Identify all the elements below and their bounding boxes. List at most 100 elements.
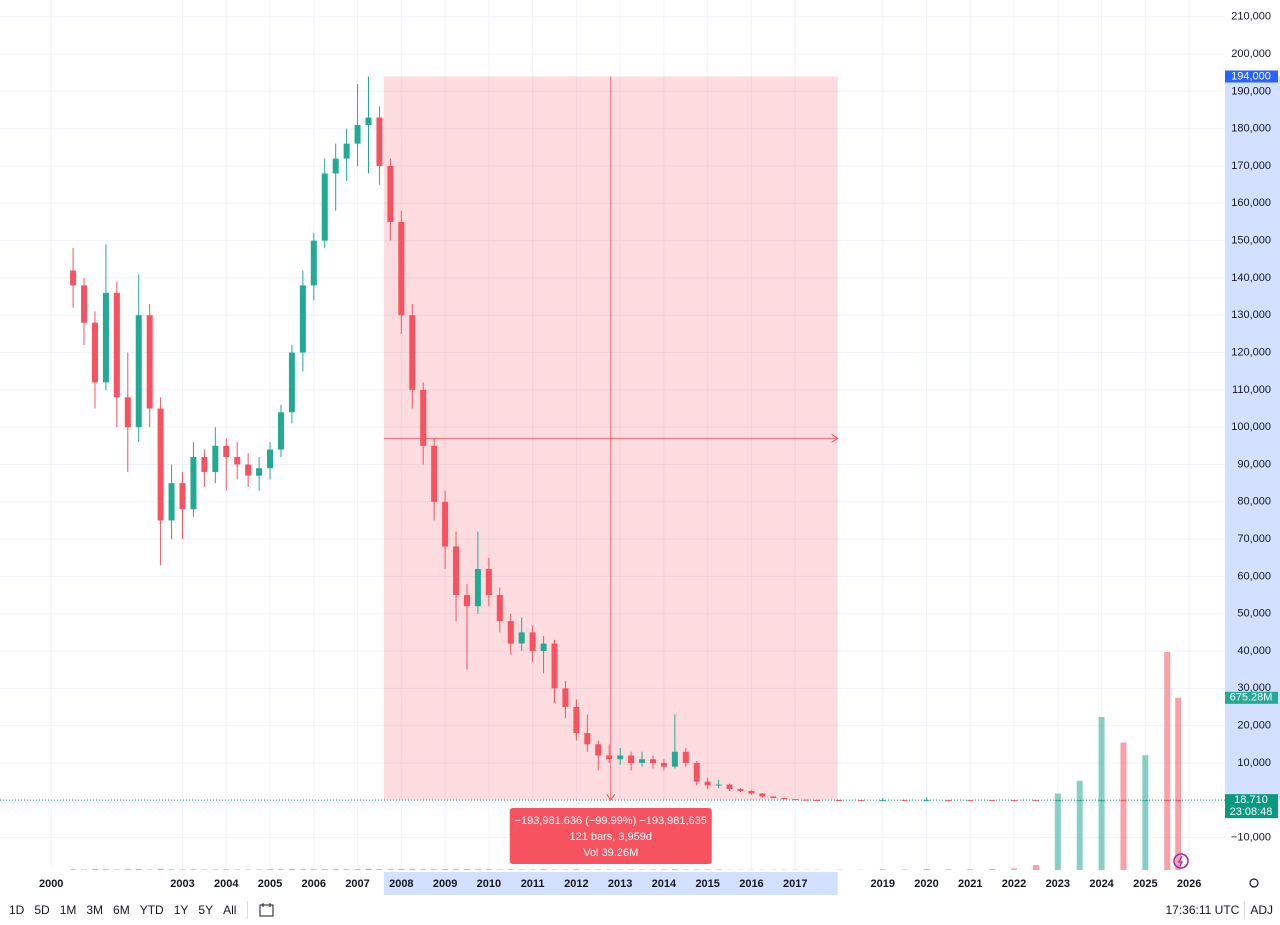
- y-tick-label: 10,000: [1237, 757, 1271, 769]
- price-countdown: 23:08:48: [1230, 806, 1273, 818]
- x-tick-label: 2019: [871, 878, 895, 890]
- volume-bar: [967, 869, 974, 870]
- x-tick-label: 2014: [652, 878, 677, 890]
- y-tick-label: 80,000: [1237, 496, 1271, 508]
- y-tick-label: 110,000: [1232, 384, 1271, 396]
- candle-body: [70, 270, 77, 286]
- y-tick-label: 210,000: [1231, 11, 1271, 23]
- volume-bar: [879, 869, 886, 870]
- volume-bar: [1098, 717, 1105, 870]
- range-button[interactable]: 3M: [86, 903, 104, 917]
- adj-button[interactable]: ADJ: [1250, 903, 1273, 917]
- candle-body: [923, 800, 930, 802]
- range-button[interactable]: 1M: [59, 903, 77, 917]
- candle-body: [420, 389, 427, 446]
- candle-body: [212, 445, 219, 472]
- volume-bar: [288, 868, 295, 870]
- volume-bar: [496, 869, 503, 870]
- candle-body: [617, 755, 624, 760]
- volume-bar: [1011, 868, 1018, 870]
- candle-body: [1098, 800, 1105, 802]
- candle-body: [770, 796, 777, 798]
- price-label: 18.710: [1234, 794, 1268, 806]
- volume-bar: [704, 869, 711, 870]
- candle-body: [1164, 800, 1171, 802]
- volume-bar: [376, 868, 383, 870]
- range-button[interactable]: 5D: [34, 903, 50, 917]
- toolbar: 1D 5D 1M 3M 6M YTD 1Y 5Y All 17:36:11 UTC ADJ: [0, 895, 1280, 925]
- candle-body: [387, 166, 394, 222]
- y-axis-highlight: [1225, 76, 1280, 801]
- volume-bar: [628, 869, 635, 870]
- candle-body: [398, 221, 405, 316]
- volume-bar: [201, 869, 208, 870]
- candle-body: [715, 784, 722, 786]
- volume-bar: [81, 869, 88, 870]
- candle-body: [431, 445, 438, 502]
- volume-label: 675.28M: [1230, 692, 1273, 704]
- candle-body: [81, 285, 88, 323]
- candle-body: [299, 285, 306, 353]
- date-range-icon[interactable]: [258, 901, 276, 919]
- measure-arrow: [831, 433, 839, 443]
- candle-body: [485, 568, 492, 596]
- candle-body: [682, 751, 689, 763]
- range-button[interactable]: YTD: [139, 903, 164, 917]
- volume-bar: [671, 869, 678, 870]
- candle-body: [540, 643, 547, 652]
- volume-bar: [529, 869, 536, 870]
- range-button[interactable]: 5Y: [198, 903, 214, 917]
- candle-body: [945, 800, 952, 802]
- clock[interactable]: 17:36:11 UTC: [1165, 903, 1240, 917]
- volume-bar: [989, 868, 996, 870]
- candle-body: [190, 457, 197, 510]
- settings-icon[interactable]: [1249, 878, 1259, 888]
- volume-bar: [453, 869, 460, 870]
- range-button[interactable]: 6M: [113, 903, 130, 917]
- range-button[interactable]: 1D: [9, 903, 25, 917]
- volume-bar: [146, 869, 153, 870]
- candle-body: [102, 292, 109, 383]
- volume-bar: [606, 869, 613, 870]
- volume-bar: [420, 869, 427, 870]
- volume-bar: [1120, 742, 1127, 870]
- candle-body: [1175, 800, 1182, 802]
- volume-bar: [387, 869, 394, 870]
- candle-body: [474, 568, 481, 607]
- candle-body: [1142, 800, 1149, 802]
- volume-bar: [354, 868, 361, 870]
- candle-body: [1011, 800, 1018, 802]
- volume-bar: [256, 869, 263, 870]
- candle-body: [803, 799, 810, 801]
- alert-icon[interactable]: [1173, 853, 1189, 869]
- candle-body: [529, 632, 536, 652]
- price-label-box: [1225, 70, 1278, 83]
- y-tick-label: 160,000: [1231, 197, 1271, 209]
- volume-bar: [1175, 697, 1182, 870]
- x-tick-label: 2026: [1177, 878, 1201, 890]
- candle-body: [157, 408, 164, 521]
- candle-body: [332, 158, 339, 174]
- candle-body: [124, 397, 131, 428]
- candle-body: [507, 621, 514, 644]
- range-button[interactable]: 1Y: [173, 903, 189, 917]
- volume-bar: [91, 868, 98, 870]
- candle-body: [726, 784, 733, 790]
- y-tick-label: 70,000: [1237, 533, 1271, 545]
- candle-body: [288, 352, 295, 413]
- candle-body: [518, 632, 525, 644]
- volume-bar: [398, 868, 405, 870]
- candle-body: [857, 800, 864, 802]
- y-tick-label: 190,000: [1231, 85, 1271, 97]
- candle-body: [967, 800, 974, 802]
- measure-tooltip: [509, 808, 712, 864]
- volume-bar: [485, 869, 492, 870]
- x-tick-label: 2015: [695, 878, 719, 890]
- x-axis-highlight: [383, 872, 838, 895]
- alert-bolt: [1177, 855, 1184, 867]
- volume-bar: [190, 869, 197, 870]
- candle-body: [277, 412, 284, 450]
- candle-body: [693, 762, 700, 782]
- range-button[interactable]: All: [223, 903, 237, 917]
